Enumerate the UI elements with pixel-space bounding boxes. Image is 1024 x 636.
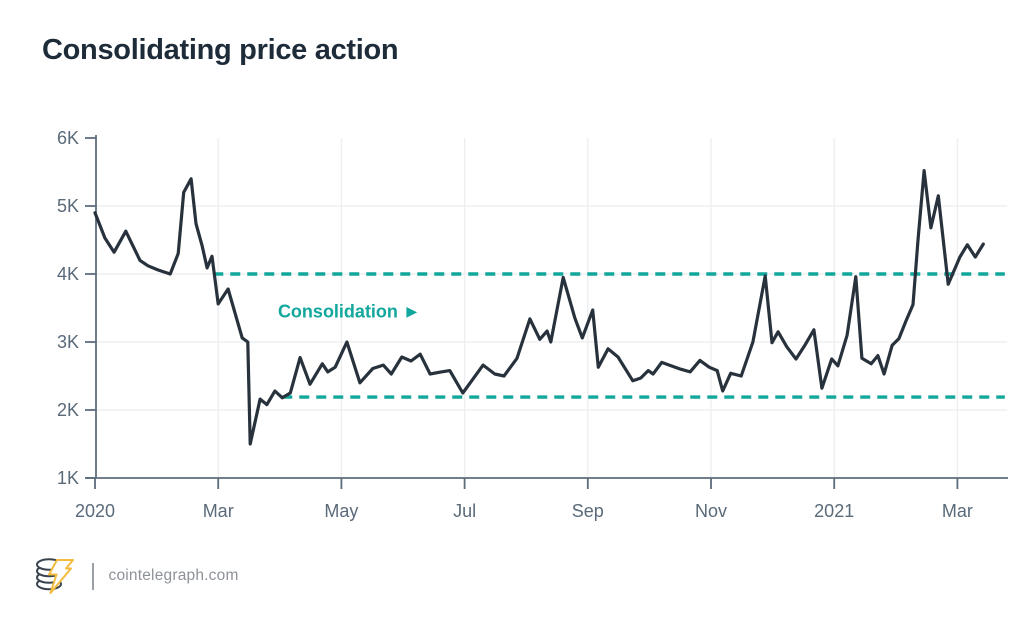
- x-tick-label: May: [324, 501, 358, 521]
- x-tick-label: Mar: [203, 501, 234, 521]
- x-tick-label: Jul: [453, 501, 476, 521]
- price-line: [93, 169, 985, 446]
- x-tick-label: Mar: [942, 501, 973, 521]
- y-tick-label: 5K: [57, 196, 79, 216]
- footer-divider: [92, 562, 94, 590]
- x-tick-label: 2021: [814, 501, 854, 521]
- y-tick-label: 3K: [57, 332, 79, 352]
- x-tick-label: Sep: [572, 501, 604, 521]
- y-tick-label: 2K: [57, 400, 79, 420]
- x-tick-label: Nov: [695, 501, 727, 521]
- y-tick-label: 4K: [57, 264, 79, 284]
- x-tick-label: 2020: [75, 501, 115, 521]
- y-tick-label: 6K: [57, 128, 79, 148]
- page-title: Consolidating price action: [42, 34, 399, 66]
- cointelegraph-logo-icon: [36, 558, 74, 594]
- footer-site-text: cointelegraph.com: [108, 567, 239, 584]
- y-tick-label: 1K: [57, 468, 79, 488]
- consolidation-annotation: Consolidation ►: [278, 301, 421, 321]
- footer-brand: cointelegraph.com: [34, 554, 239, 598]
